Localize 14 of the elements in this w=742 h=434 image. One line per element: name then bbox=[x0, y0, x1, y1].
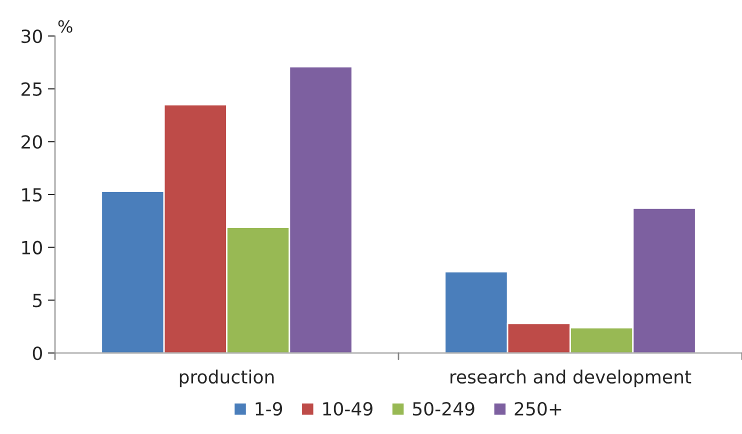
y-tick-label: 0 bbox=[32, 346, 42, 360]
legend-label: 250+ bbox=[514, 402, 562, 416]
y-tick-label: 15 bbox=[22, 188, 42, 202]
y-tick-label: 10 bbox=[22, 240, 42, 254]
y-tick-label: 25 bbox=[22, 82, 42, 96]
x-tick-label: production bbox=[180, 370, 274, 388]
y-tick-label: 30 bbox=[22, 29, 42, 44]
x-tick-label: research and development bbox=[450, 370, 692, 388]
legend-label: 50-249 bbox=[412, 402, 474, 416]
legend-label: 10-49 bbox=[323, 402, 372, 416]
y-tick-label: 5 bbox=[33, 294, 42, 308]
y-tick-label: 20 bbox=[22, 135, 42, 149]
legend-label: 1-9 bbox=[256, 402, 282, 416]
y-axis-title: % bbox=[58, 20, 72, 33]
